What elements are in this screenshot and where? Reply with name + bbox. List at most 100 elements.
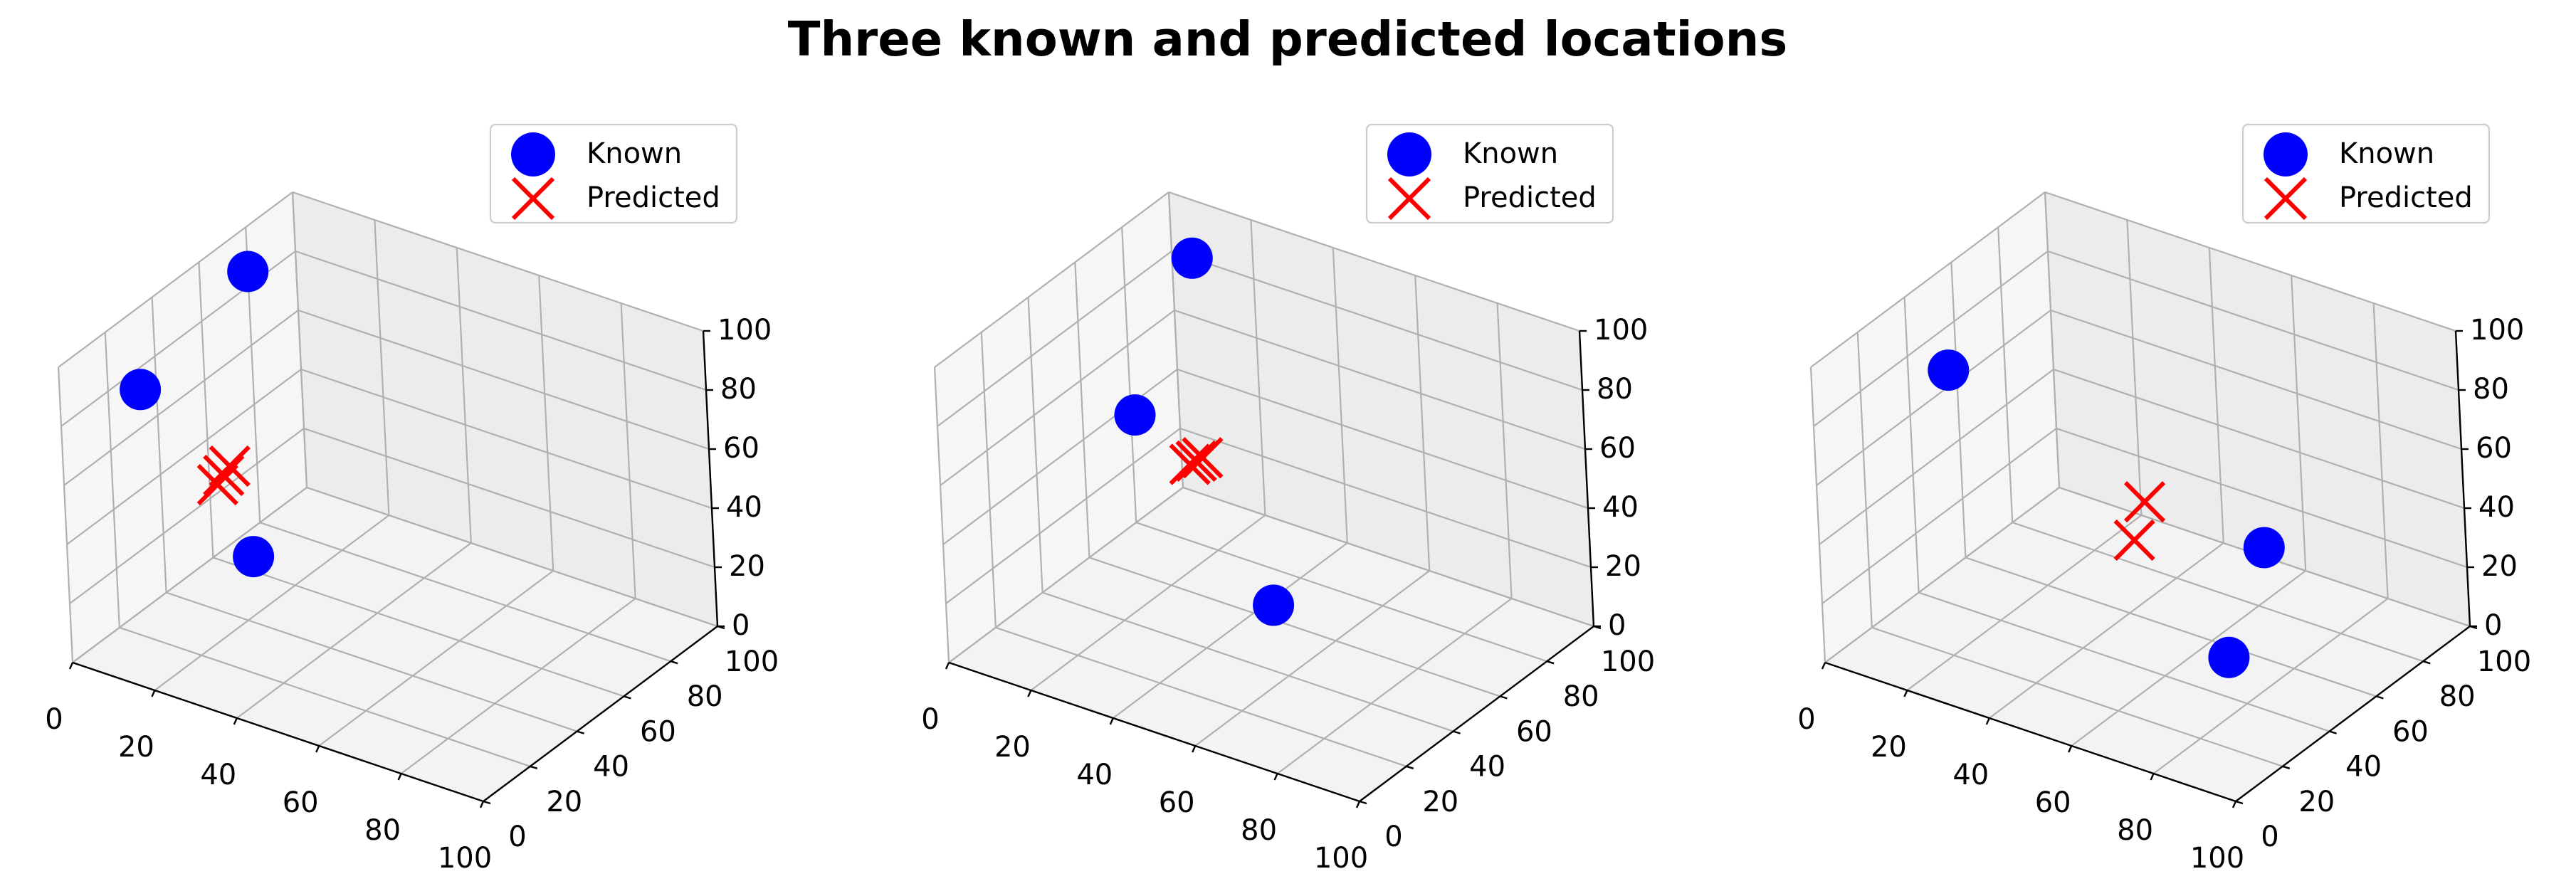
z-tick-label: 20	[729, 550, 765, 583]
z-tick-label: 40	[2478, 491, 2515, 524]
z-tick-label: 80	[720, 373, 757, 406]
predicted-point	[1182, 437, 1224, 479]
pane-left	[935, 192, 1183, 663]
x-tick-label: 40	[200, 759, 236, 791]
y-tick-label: 80	[687, 680, 723, 713]
series-predicted	[196, 445, 251, 506]
predicted-point	[2123, 481, 2166, 523]
z-tick-label: 0	[1608, 609, 1626, 642]
z-tick-label: 60	[2476, 432, 2512, 465]
legend-label-known: Known	[2339, 137, 2434, 170]
legend-known-marker	[511, 132, 555, 176]
axes	[72, 330, 719, 803]
known-point	[227, 251, 269, 292]
y-tick-label: 40	[593, 751, 629, 784]
y-tick-label: 80	[2439, 680, 2476, 713]
y-tick-label: 20	[2298, 786, 2335, 818]
x-tick-label: 60	[2035, 786, 2071, 819]
y-tick-label: 0	[2261, 821, 2278, 853]
y-tick-label: 60	[640, 715, 676, 748]
x-tick-label: 20	[1871, 731, 1907, 764]
z-tick-label: 100	[1594, 314, 1648, 347]
pane-floor	[949, 487, 1594, 801]
legend: Known Predicted	[2241, 123, 2491, 224]
y-tick-label: 100	[2477, 645, 2531, 678]
y-tick-label: 0	[1384, 821, 1402, 853]
legend: Known Predicted	[1365, 123, 1614, 224]
series-known	[1114, 237, 1295, 626]
z-tick-label: 80	[1597, 373, 1633, 406]
z-tick-label: 40	[1602, 491, 1639, 524]
legend-known-marker	[1387, 132, 1431, 176]
z-tick-label: 20	[1605, 550, 1641, 583]
y-tick-label: 0	[508, 821, 526, 853]
legend-known-marker	[2264, 132, 2308, 176]
z-tick-label: 0	[732, 609, 750, 642]
axes	[948, 330, 1595, 803]
legend-predicted-marker	[1387, 176, 1431, 221]
legend: Known Predicted	[489, 123, 738, 224]
pane-floor	[1825, 487, 2470, 801]
pane-back	[2045, 192, 2470, 626]
predicted-point	[2113, 519, 2155, 562]
pane-left	[1811, 192, 2059, 663]
y-tick-label: 20	[1422, 786, 1458, 818]
x-tick-label: 0	[45, 703, 63, 736]
known-point	[1928, 349, 1970, 391]
legend-predicted-marker	[511, 176, 555, 221]
subplot-3: 020406080100020406080100020406080100Know…	[1797, 123, 2531, 875]
y-tick-label: 60	[2392, 715, 2429, 748]
z-tick-label: 100	[717, 314, 772, 347]
known-point	[1171, 237, 1213, 279]
known-point	[1253, 584, 1295, 626]
x-tick-label: 20	[118, 731, 154, 764]
legend-label-predicted: Predicted	[2339, 181, 2473, 214]
x-tick-label: 60	[1159, 786, 1195, 819]
y-tick-label: 20	[546, 786, 582, 818]
y-tick-label: 40	[1469, 751, 1505, 784]
predicted-point	[209, 445, 251, 487]
x-tick-label: 0	[921, 703, 939, 736]
x-tick-label: 100	[2190, 842, 2244, 875]
series-predicted	[2113, 481, 2166, 562]
x-tick-label: 100	[1314, 842, 1368, 875]
z-tick-label: 60	[1599, 432, 1636, 465]
subplot-1: 020406080100020406080100020406080100Know…	[45, 123, 779, 875]
figure-title: Three known and predicted locations	[788, 11, 1787, 67]
z-tick-label: 20	[2481, 550, 2518, 583]
legend-label-predicted: Predicted	[587, 181, 720, 214]
z-tick-label: 100	[2470, 314, 2524, 347]
predicted-point	[203, 454, 245, 497]
x-tick-label: 20	[994, 731, 1031, 764]
x-tick-label: 80	[364, 814, 401, 847]
y-tick-label: 80	[1563, 680, 1599, 713]
legend-label-known: Known	[587, 137, 682, 170]
known-point	[2243, 527, 2285, 569]
x-tick-label: 60	[283, 786, 319, 819]
z-tick-label: 40	[726, 491, 762, 524]
predicted-point	[196, 463, 238, 506]
z-tick-label: 0	[2484, 609, 2502, 642]
x-tick-label: 0	[1797, 703, 1815, 736]
pane-back	[293, 192, 717, 626]
y-tick-label: 100	[725, 645, 779, 678]
y-tick-label: 60	[1516, 715, 1552, 748]
z-tick-label: 60	[723, 432, 759, 465]
legend-label-known: Known	[1463, 137, 1558, 170]
series-known	[1928, 349, 2285, 678]
axes	[1824, 330, 2471, 803]
series-predicted	[1169, 437, 1224, 485]
legend-label-predicted: Predicted	[1463, 181, 1597, 214]
known-point	[120, 369, 162, 411]
y-tick-label: 40	[2345, 751, 2382, 784]
x-tick-label: 40	[1076, 759, 1113, 791]
pane-left	[58, 192, 307, 663]
series-known	[120, 251, 275, 578]
x-tick-label: 100	[438, 842, 492, 875]
pane-floor	[73, 487, 717, 801]
known-point	[1114, 394, 1156, 436]
y-tick-label: 100	[1601, 645, 1655, 678]
